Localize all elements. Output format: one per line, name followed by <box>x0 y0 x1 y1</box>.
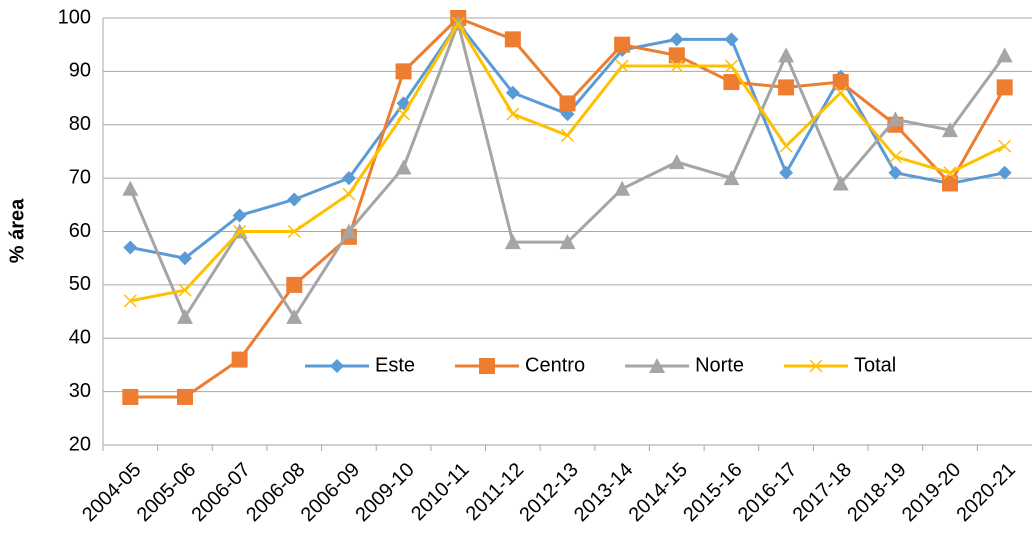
marker <box>996 79 1013 96</box>
x-tick-label: 2004-05 <box>78 459 145 526</box>
marker <box>123 294 137 308</box>
x-tick-label: 2017-18 <box>789 459 856 526</box>
marker <box>177 251 192 266</box>
marker <box>231 351 248 368</box>
marker <box>778 79 795 96</box>
marker <box>615 59 629 73</box>
x-tick-label: 2015-16 <box>679 459 746 526</box>
marker <box>888 150 902 164</box>
series-line <box>130 21 1005 260</box>
x-tick-label: 2014-15 <box>625 459 692 526</box>
marker <box>832 175 849 191</box>
marker <box>724 32 739 47</box>
y-tick-label: 20 <box>69 433 91 455</box>
y-tick-label: 100 <box>58 6 91 28</box>
marker <box>122 180 139 196</box>
marker <box>123 240 138 255</box>
marker <box>778 47 795 63</box>
x-tick-label: 2006-09 <box>297 459 364 526</box>
marker <box>504 234 521 250</box>
marker <box>395 159 412 175</box>
x-tick-label: 2012-13 <box>515 459 582 526</box>
x-tick-label: 2009-10 <box>351 459 418 526</box>
marker <box>668 154 685 170</box>
marker <box>397 107 411 121</box>
legend-label: Centro <box>525 354 585 376</box>
legend-label: Este <box>375 354 415 376</box>
marker <box>942 122 959 138</box>
marker <box>834 86 848 100</box>
marker <box>559 234 576 250</box>
marker <box>122 388 139 405</box>
y-tick-label: 60 <box>69 220 91 242</box>
marker <box>614 36 631 53</box>
y-tick-label: 40 <box>69 327 91 349</box>
marker <box>943 166 957 180</box>
marker <box>560 128 575 142</box>
series-line <box>128 21 1006 319</box>
x-tick-label: 2011-12 <box>462 459 528 525</box>
marker <box>287 192 302 207</box>
marker <box>998 139 1012 153</box>
legend-label: Norte <box>695 354 744 376</box>
x-tick-label: 2020-21 <box>952 459 1019 526</box>
y-axis-label: % área <box>6 198 28 263</box>
marker <box>942 175 959 192</box>
marker <box>888 165 903 180</box>
marker <box>668 47 685 64</box>
marker <box>669 32 684 47</box>
x-tick-label: 2010-11 <box>407 459 473 525</box>
marker <box>341 171 356 186</box>
marker <box>809 359 823 373</box>
y-tick-label: 50 <box>69 273 91 295</box>
series-line <box>130 21 1006 303</box>
marker <box>233 224 247 239</box>
marker <box>286 308 303 324</box>
marker <box>232 208 247 223</box>
marker <box>779 165 794 180</box>
marker <box>330 359 344 373</box>
marker <box>559 95 576 112</box>
marker <box>395 63 412 80</box>
marker <box>176 388 193 405</box>
y-tick-label: 30 <box>69 380 91 402</box>
marker <box>451 16 465 30</box>
marker <box>287 224 301 239</box>
x-tick-label: 2006-07 <box>187 459 254 526</box>
marker <box>505 85 520 100</box>
marker <box>479 358 496 374</box>
marker <box>286 276 303 293</box>
marker <box>887 111 904 127</box>
y-tick-label: 70 <box>69 166 91 188</box>
marker <box>724 59 738 73</box>
marker <box>779 139 793 153</box>
y-tick-label: 80 <box>69 113 91 135</box>
marker <box>614 180 631 196</box>
marker <box>340 223 357 239</box>
marker <box>176 308 193 324</box>
marker <box>670 59 684 73</box>
marker <box>649 358 666 373</box>
marker <box>504 31 521 48</box>
marker <box>506 107 520 121</box>
y-tick-label: 90 <box>69 60 91 82</box>
x-tick-label: 2006-08 <box>242 459 309 526</box>
x-tick-label: 2005-06 <box>133 459 200 526</box>
marker <box>997 165 1012 180</box>
marker <box>723 74 740 91</box>
marker <box>723 170 740 186</box>
marker <box>342 187 356 201</box>
x-tick-label: 2018-19 <box>843 459 910 526</box>
x-tick-label: 2019-20 <box>898 459 965 526</box>
x-tick-label: 2013-14 <box>570 459 637 526</box>
marker <box>832 74 849 91</box>
x-tick-label: 2016-17 <box>734 459 801 526</box>
series-line <box>130 16 1006 399</box>
marker <box>178 283 192 297</box>
marker <box>996 47 1013 63</box>
legend-label: Total <box>854 354 896 376</box>
